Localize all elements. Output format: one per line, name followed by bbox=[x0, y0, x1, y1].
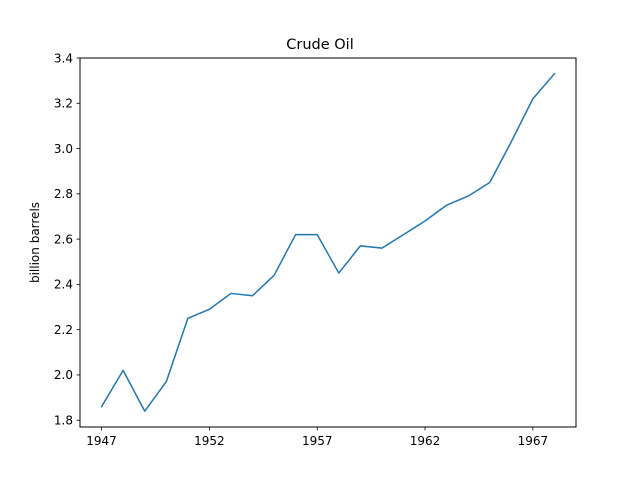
x-tick-label: 1962 bbox=[410, 434, 441, 448]
y-tick-label: 1.8 bbox=[54, 414, 73, 428]
y-tick-label: 3.2 bbox=[54, 97, 73, 111]
y-tick-label: 2.8 bbox=[54, 187, 73, 201]
series-line-0 bbox=[100, 72, 556, 412]
y-axis-label: billion barrels bbox=[28, 202, 42, 283]
x-tick-label: 1967 bbox=[518, 434, 549, 448]
y-tick-label: 2.6 bbox=[54, 232, 73, 246]
chart-title: Crude Oil bbox=[286, 37, 353, 53]
y-axis: 1.8 2.0 2.2 2.4 2.6 2.8 3.0 3.2 3.4 bbox=[54, 51, 80, 428]
x-tick-label: 1952 bbox=[194, 434, 225, 448]
plot-frame bbox=[79, 57, 577, 428]
x-tick-label: 1957 bbox=[302, 434, 333, 448]
x-axis: 1947 1952 1957 1962 1967 bbox=[86, 427, 548, 448]
y-tick-label: 2.2 bbox=[54, 323, 73, 337]
y-tick-label: 3.4 bbox=[54, 51, 73, 65]
y-tick-label: 3.0 bbox=[54, 142, 73, 156]
y-tick-label: 2.0 bbox=[54, 368, 73, 382]
x-tick-label: 1947 bbox=[86, 434, 117, 448]
y-tick-label: 2.4 bbox=[54, 278, 73, 292]
plot-area bbox=[100, 72, 556, 412]
